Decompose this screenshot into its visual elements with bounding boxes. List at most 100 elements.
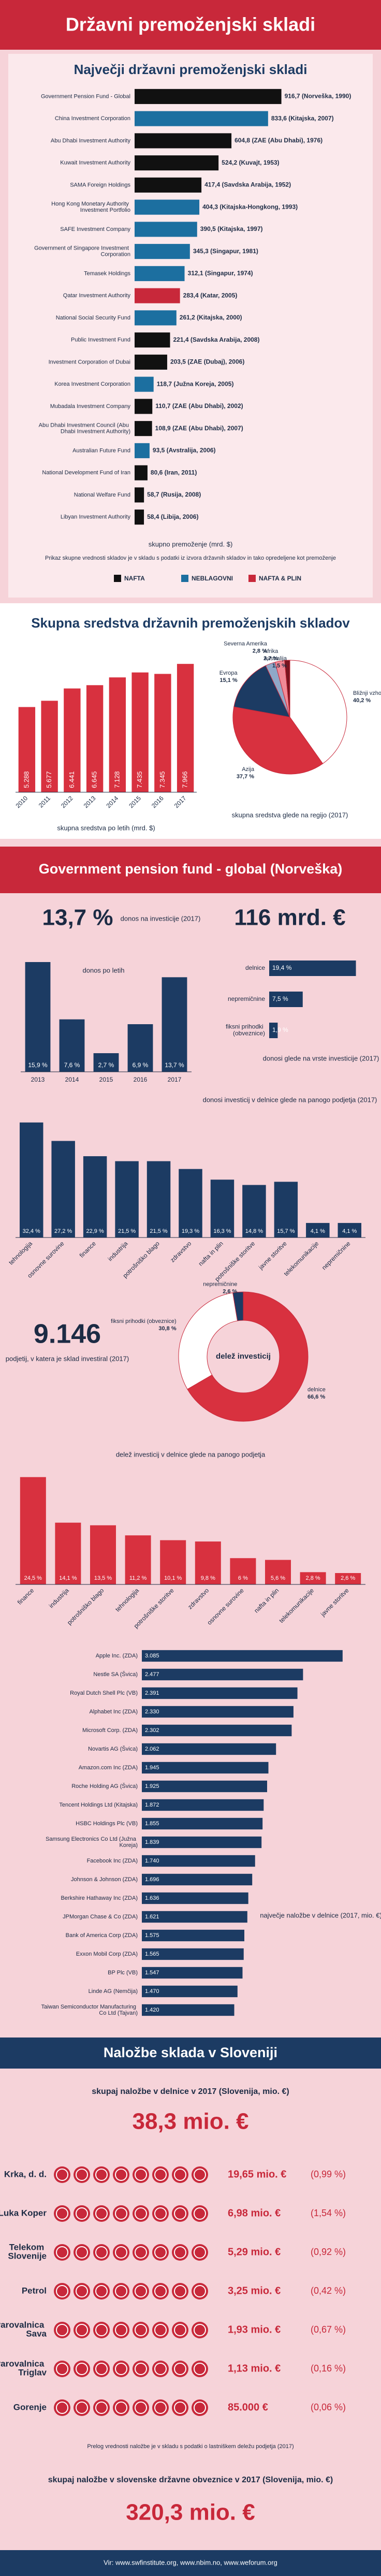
value-label: 32,4 % (23, 1228, 40, 1234)
value-label: 19,3 % (182, 1228, 199, 1234)
coin-ring (174, 2363, 186, 2375)
coin-ring (194, 2169, 206, 2181)
category-label: Alphabet Inc (ZDA) (89, 1709, 138, 1715)
value-label: 2.062 (145, 1746, 159, 1752)
bar (142, 1929, 244, 1942)
value-label: 1.621 (145, 1914, 159, 1920)
value-label: 80,6 (Iran, 2011) (151, 469, 197, 476)
slice (289, 660, 347, 764)
value-label: 7.435 (136, 771, 143, 788)
bar (142, 1985, 238, 1998)
bar (86, 685, 104, 792)
bar (135, 443, 150, 458)
note: Prikaz skupne vrednosti skladov je v skl… (45, 555, 336, 561)
value-label: 19,4 % (272, 964, 292, 971)
bar (142, 1873, 253, 1886)
caption: skupno premoženje (mrd. $) (149, 540, 233, 548)
legend-swatch (114, 575, 121, 582)
bar (265, 1560, 291, 1584)
holding-value: 6,98 mio. € (228, 2207, 281, 2219)
bar (135, 89, 282, 104)
bar (25, 962, 51, 1072)
coin-ring (115, 2169, 127, 2181)
bar (142, 1762, 269, 1774)
bar (115, 1161, 139, 1238)
holding-name: Luka Koper (0, 2208, 47, 2218)
category-label: Exxon Mobil Corp (ZDA) (76, 1951, 138, 1957)
category-label: Qatar Investment Authority (63, 293, 131, 299)
category-label: Berkshire Hathaway Inc (ZDA) (61, 1895, 138, 1901)
bar (142, 1780, 267, 1793)
coin-ring (76, 2169, 88, 2181)
category-label: 2014 (65, 1076, 79, 1083)
bar (142, 1668, 303, 1681)
value-label: 6,9 % (133, 1061, 149, 1069)
category-label: Investment Corporation of Dubai (49, 359, 130, 365)
chart-title: donos po letih (83, 966, 125, 974)
value-label: 203,5 (ZAE (Dubaj), 2006) (170, 358, 244, 366)
coin-ring (154, 2285, 167, 2297)
value-label: 524,2 (Kuvajt, 1953) (222, 159, 279, 166)
bar (142, 1724, 292, 1737)
value-label: 1.420 (145, 2007, 159, 2013)
value-label: 7.345 (158, 771, 166, 788)
coin-ring (76, 2285, 88, 2297)
slice-label: nepremičnine (203, 1281, 237, 1287)
bar (177, 664, 194, 792)
coin-ring (95, 2324, 108, 2336)
holding-share: (0,99 %) (311, 2169, 346, 2179)
value-label: 2.391 (145, 1690, 159, 1696)
bar (142, 1892, 248, 1904)
holding-value: 1,13 mio. € (228, 2363, 281, 2374)
category-label: 2017 (168, 1076, 182, 1083)
bar (269, 960, 356, 976)
coin-ring (95, 2169, 108, 2181)
slice-label: delnice (307, 1387, 326, 1393)
coin-ring (95, 2363, 108, 2375)
value-label: 1.839 (145, 1839, 159, 1845)
bar (90, 1525, 116, 1584)
holding-share: (0,67 %) (311, 2324, 346, 2335)
value-label: 7,6 % (64, 1061, 80, 1069)
value-label: 14,1 % (59, 1575, 77, 1581)
category-label: National Development Fund of Iran (42, 470, 130, 476)
slice (232, 706, 324, 775)
bar (269, 1023, 278, 1038)
bar (142, 1743, 276, 1755)
section-title: Government pension fund - global (Norveš… (39, 861, 343, 877)
value-label: 417,4 (Savdska Arabija, 1952) (204, 181, 291, 188)
bar (64, 688, 81, 792)
holding-value: 1,93 mio. € (228, 2324, 281, 2335)
coin-ring (56, 2207, 68, 2220)
value-label: 27,2 % (54, 1228, 72, 1234)
value-label: 7,5 % (272, 995, 288, 1002)
value-label: 404,3 (Kitajska-Hongkong, 1993) (202, 203, 298, 210)
legend-swatch (181, 575, 188, 582)
section-title: Naložbe sklada v Sloveniji (104, 2045, 277, 2060)
bar (338, 1222, 362, 1238)
coin-ring (76, 2246, 88, 2259)
category-label: Amazon.com Inc (ZDA) (79, 1765, 138, 1771)
value-label: 604,8 (ZAE (Abu Dhabi), 1976) (235, 137, 323, 144)
slice-value: 1,5 % (272, 663, 287, 669)
value-label: 261,2 (Kitajska, 2000) (180, 314, 242, 321)
bar (269, 992, 303, 1007)
coin-ring (76, 2324, 88, 2336)
bar (135, 332, 170, 348)
value-label: 11,2 % (129, 1575, 147, 1581)
value-label: 2,7 % (98, 1061, 114, 1069)
value-label: 118,7 (Južna Koreja, 2005) (157, 380, 234, 387)
holding-value: 5,29 mio. € (228, 2246, 281, 2258)
bar (135, 376, 154, 392)
slice-value: 15,1 % (219, 677, 237, 683)
holding-value: 3,25 mio. € (228, 2285, 281, 2296)
bar (135, 266, 185, 281)
coin-ring (115, 2246, 127, 2259)
slice-label: Severna Amerika (224, 641, 268, 647)
category-label: SAMA Foreign Holdings (70, 182, 130, 188)
value-label: 283,4 (Katar, 2005) (183, 292, 238, 299)
bar (135, 421, 152, 436)
holding-share: (1,54 %) (311, 2208, 346, 2218)
